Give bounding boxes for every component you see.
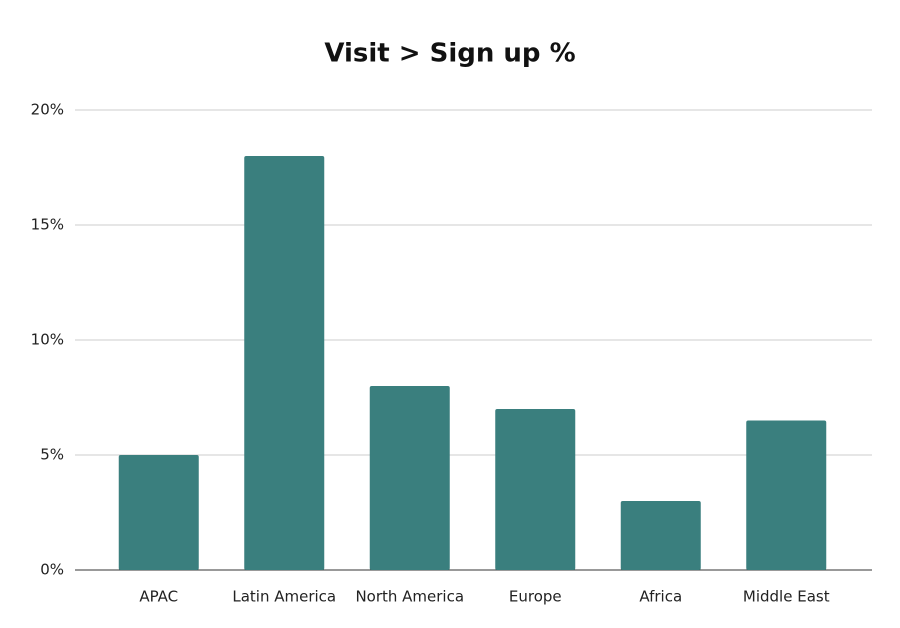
- x-tick-label: Africa: [639, 588, 682, 606]
- y-tick-label: 15%: [31, 216, 64, 234]
- bar: [620, 501, 701, 570]
- x-tick-label: Latin America: [232, 588, 336, 606]
- bar: [746, 420, 827, 570]
- y-tick-label: 5%: [40, 446, 64, 464]
- chart-title: Visit > Sign up %: [324, 39, 575, 69]
- bar: [369, 386, 450, 570]
- x-tick-label: APAC: [139, 588, 178, 606]
- y-tick-label: 10%: [31, 331, 64, 349]
- bar: [495, 409, 576, 570]
- x-tick-label: Middle East: [743, 588, 830, 606]
- bar: [244, 156, 325, 570]
- x-tick-label: Europe: [509, 588, 562, 606]
- x-tick-label: North America: [355, 588, 464, 606]
- y-tick-label: 0%: [40, 561, 64, 579]
- y-tick-label: 20%: [31, 101, 64, 119]
- bar: [118, 455, 199, 570]
